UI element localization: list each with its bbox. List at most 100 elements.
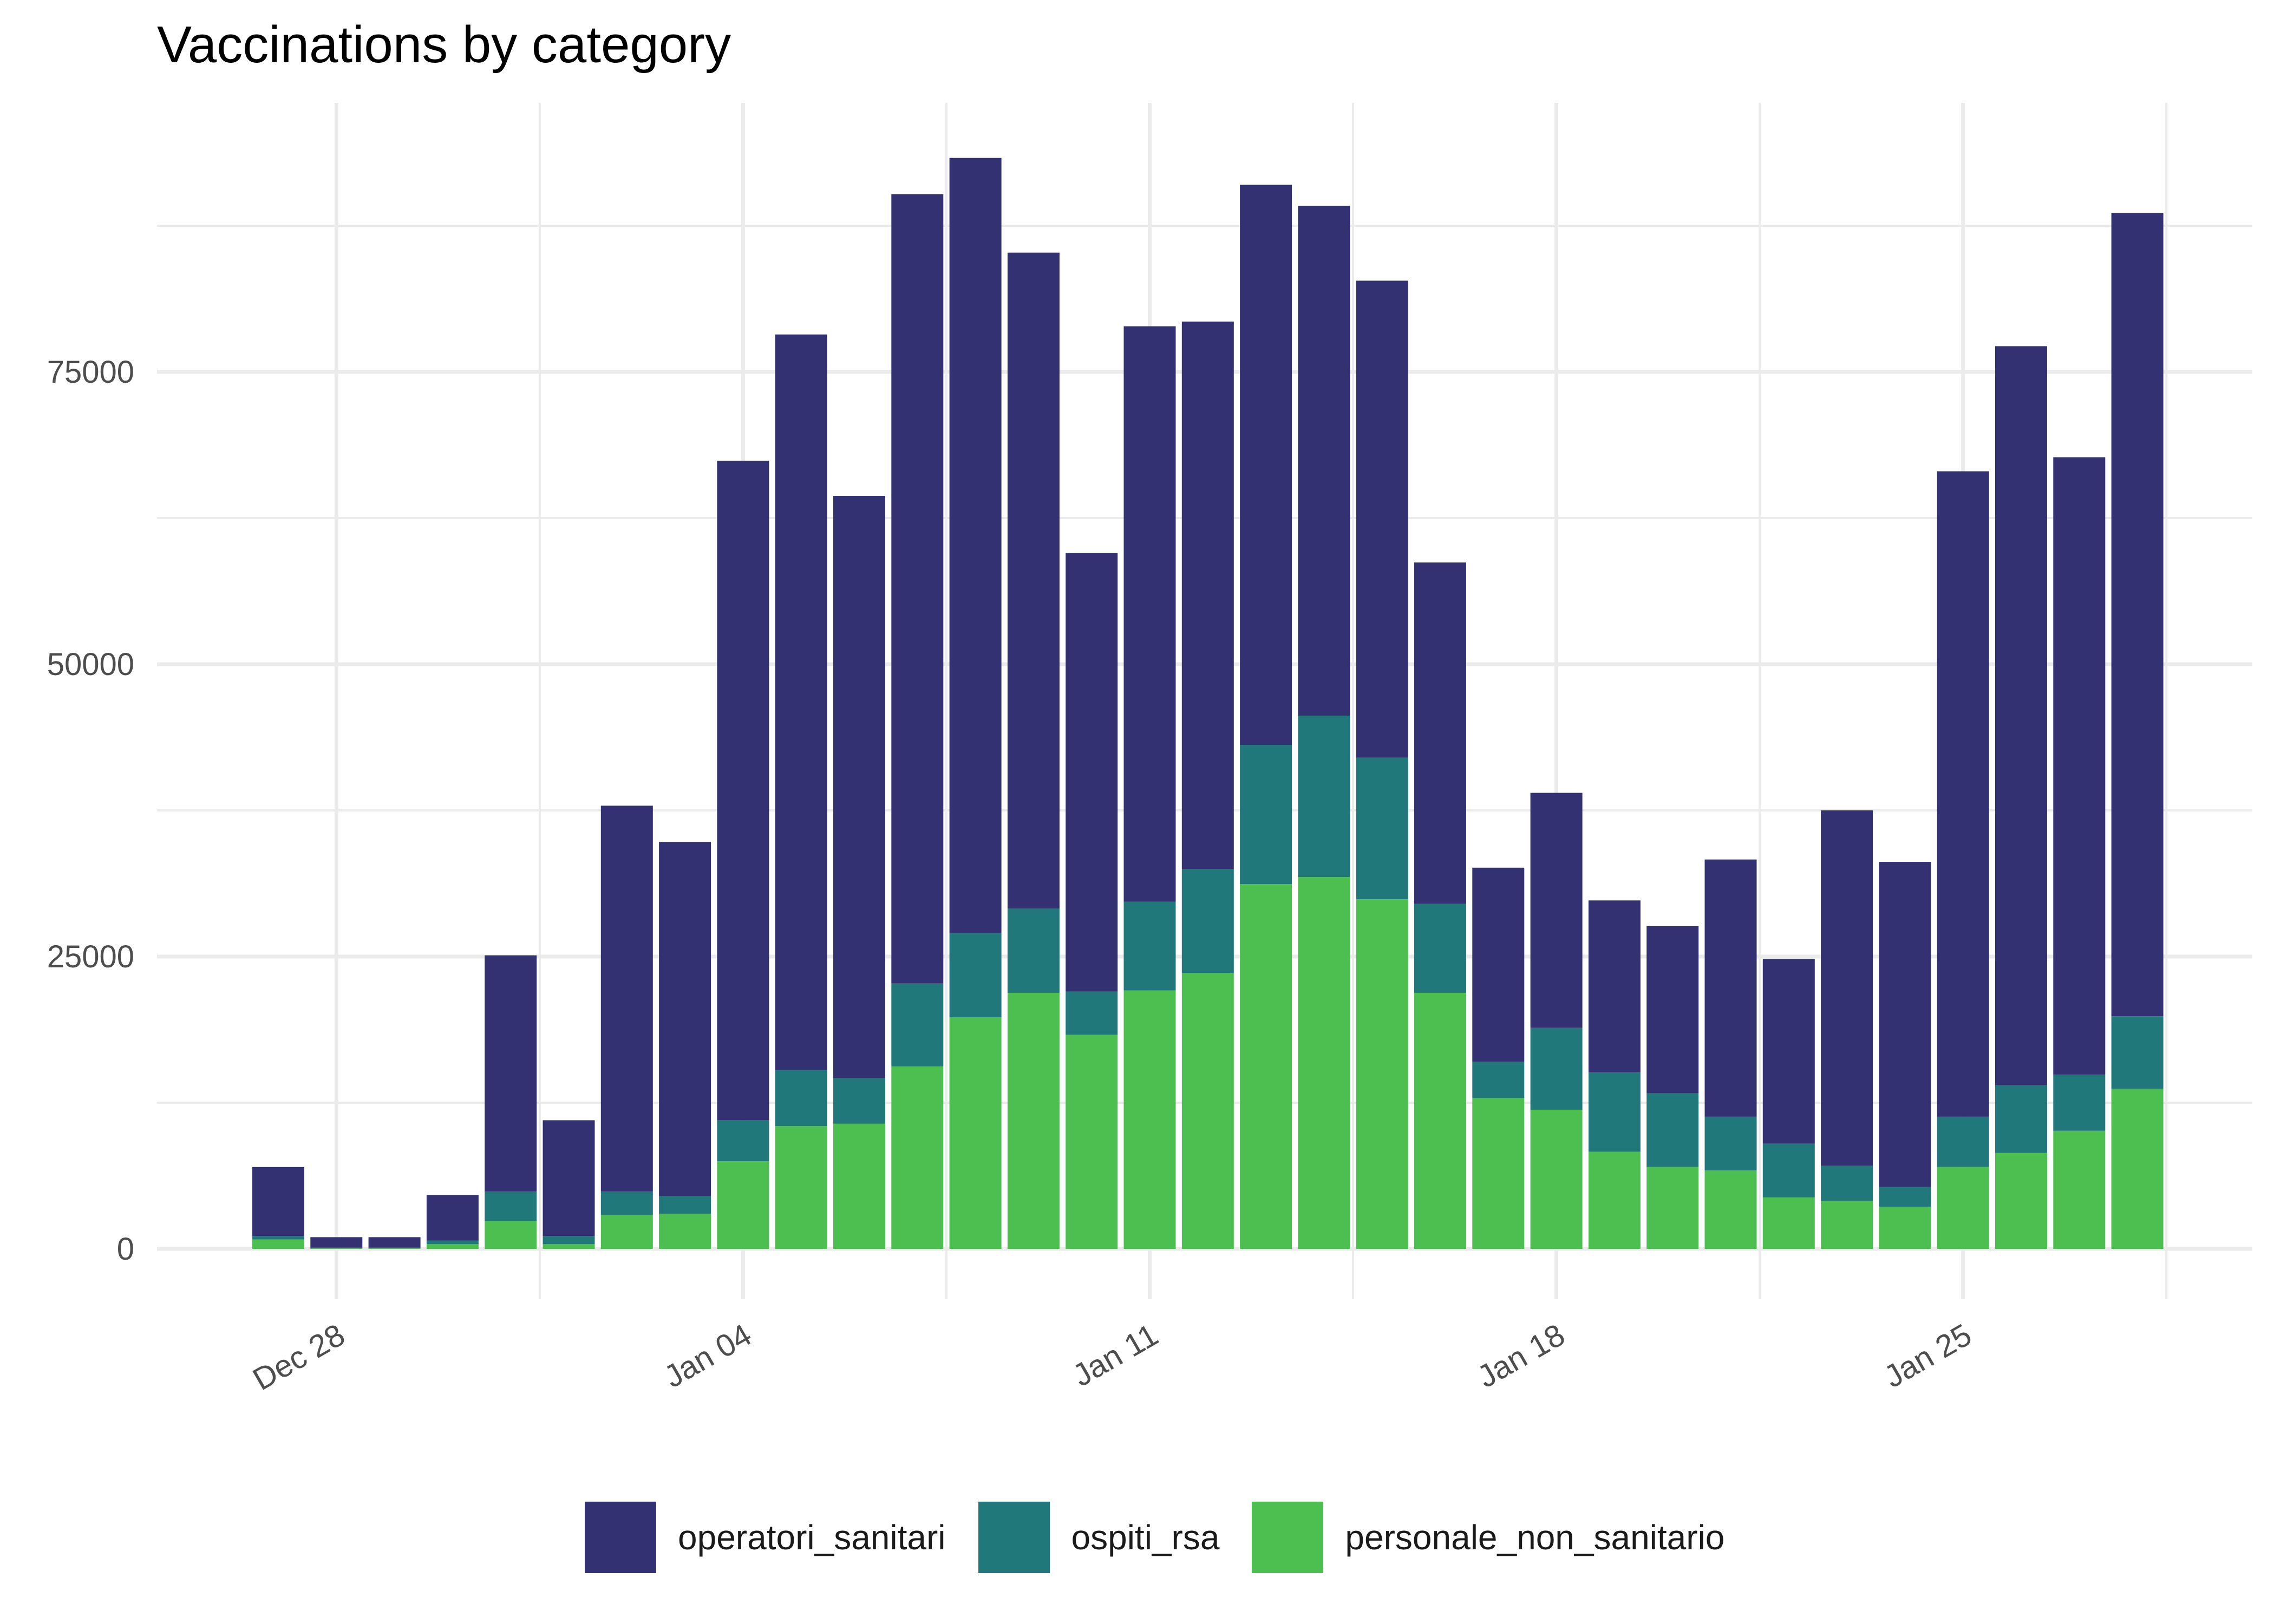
- bar-ospiti-rsa: [1181, 869, 1234, 973]
- bar-ospiti-rsa: [600, 1191, 653, 1215]
- bar-ospiti-rsa: [891, 983, 944, 1067]
- bar-operatori-sanitari: [775, 334, 827, 1070]
- bar-personale-non-sanitario: [2111, 1089, 2164, 1249]
- bar-operatori-sanitari: [1762, 959, 1815, 1144]
- bar-ospiti-rsa: [485, 1191, 537, 1221]
- bar-personale-non-sanitario: [1066, 1034, 1118, 1249]
- bar-personale-non-sanitario: [485, 1221, 537, 1249]
- bar-operatori-sanitari: [252, 1167, 304, 1236]
- bar-personale-non-sanitario: [1414, 992, 1466, 1249]
- bar-ospiti-rsa: [1937, 1116, 1989, 1167]
- bar-ospiti-rsa: [2053, 1075, 2106, 1131]
- y-tick-label: 25000: [47, 939, 134, 974]
- bar-operatori-sanitari: [485, 955, 537, 1192]
- bar-ospiti-rsa: [1879, 1187, 1931, 1207]
- bar-operatori-sanitari: [717, 461, 769, 1121]
- bar-ospiti-rsa: [252, 1236, 304, 1240]
- bars-layer: [252, 158, 2164, 1249]
- bar-operatori-sanitari: [1646, 926, 1699, 1093]
- legend-item-operatori-sanitari: operatori_sanitari: [585, 1502, 946, 1573]
- legend-label-ospiti-rsa: ospiti_rsa: [1071, 1518, 1220, 1557]
- bar-operatori-sanitari: [659, 842, 711, 1196]
- legend-key-personale-non-sanitario: [1252, 1502, 1324, 1573]
- bar-ospiti-rsa: [659, 1196, 711, 1214]
- bar-operatori-sanitari: [1472, 867, 1525, 1062]
- legend-item-personale-non-sanitario: personale_non_sanitario: [1252, 1502, 1724, 1573]
- bar-ospiti-rsa: [543, 1236, 595, 1245]
- bar-personale-non-sanitario: [1937, 1167, 1989, 1249]
- bar-personale-non-sanitario: [1821, 1201, 1873, 1249]
- bar-personale-non-sanitario: [426, 1244, 479, 1249]
- legend-label-operatori-sanitari: operatori_sanitari: [678, 1518, 946, 1557]
- y-axis-ticks: 0 25000 50000 75000: [47, 355, 134, 1267]
- bar-operatori-sanitari: [600, 806, 653, 1192]
- bar-personale-non-sanitario: [717, 1161, 769, 1249]
- bar-operatori-sanitari: [1066, 553, 1118, 992]
- x-tick-label: Jan 11: [1067, 1317, 1164, 1393]
- bar-personale-non-sanitario: [891, 1066, 944, 1249]
- bar-ospiti-rsa: [2111, 1016, 2164, 1089]
- bar-operatori-sanitari: [1298, 206, 1350, 716]
- bar-operatori-sanitari: [1414, 562, 1466, 904]
- bar-operatori-sanitari: [1123, 326, 1176, 902]
- bar-operatori-sanitari: [1356, 280, 1408, 758]
- x-tick-label: Dec 28: [247, 1317, 351, 1397]
- bar-personale-non-sanitario: [949, 1017, 1002, 1249]
- bar-operatori-sanitari: [833, 495, 885, 1078]
- bar-ospiti-rsa: [1588, 1072, 1641, 1152]
- bar-operatori-sanitari: [1821, 810, 1873, 1166]
- x-axis-ticks: Dec 28 Jan 04 Jan 11 Jan 18 Jan 25: [247, 1317, 1977, 1397]
- bar-personale-non-sanitario: [1298, 877, 1350, 1249]
- bar-operatori-sanitari: [891, 194, 944, 984]
- legend-item-ospiti-rsa: ospiti_rsa: [978, 1502, 1220, 1573]
- bar-ospiti-rsa: [1356, 757, 1408, 900]
- bar-ospiti-rsa: [775, 1070, 827, 1127]
- bar-operatori-sanitari: [1530, 793, 1583, 1028]
- bar-operatori-sanitari: [1937, 471, 1989, 1117]
- bar-operatori-sanitari: [543, 1120, 595, 1236]
- bar-operatori-sanitari: [1007, 252, 1060, 909]
- bar-personale-non-sanitario: [1646, 1167, 1699, 1249]
- bar-personale-non-sanitario: [368, 1248, 421, 1249]
- bar-operatori-sanitari: [310, 1237, 363, 1248]
- bar-ospiti-rsa: [1530, 1027, 1583, 1110]
- bar-personale-non-sanitario: [1530, 1109, 1583, 1249]
- bar-ospiti-rsa: [1066, 991, 1118, 1035]
- bar-personale-non-sanitario: [1879, 1207, 1931, 1249]
- bar-ospiti-rsa: [1704, 1116, 1757, 1171]
- bar-ospiti-rsa: [1995, 1085, 2047, 1153]
- bar-operatori-sanitari: [426, 1195, 479, 1241]
- chart-title: Vaccinations by category: [157, 16, 731, 74]
- bar-personale-non-sanitario: [1472, 1098, 1525, 1249]
- bar-ospiti-rsa: [426, 1240, 479, 1245]
- y-tick-label: 0: [117, 1232, 134, 1267]
- bar-ospiti-rsa: [949, 933, 1002, 1018]
- legend-label-personale-non-sanitario: personale_non_sanitario: [1345, 1518, 1725, 1557]
- bar-operatori-sanitari: [1704, 859, 1757, 1117]
- bar-personale-non-sanitario: [1123, 990, 1176, 1249]
- bar-personale-non-sanitario: [1762, 1197, 1815, 1249]
- legend: operatori_sanitari ospiti_rsa personale_…: [585, 1499, 1757, 1575]
- bar-ospiti-rsa: [1240, 745, 1292, 885]
- bar-operatori-sanitari: [1181, 322, 1234, 869]
- y-tick-label: 75000: [47, 355, 134, 390]
- bar-operatori-sanitari: [368, 1237, 421, 1248]
- bar-ospiti-rsa: [1123, 901, 1176, 991]
- bar-personale-non-sanitario: [2053, 1130, 2106, 1249]
- bar-operatori-sanitari: [2111, 213, 2164, 1017]
- bar-ospiti-rsa: [717, 1120, 769, 1161]
- bar-operatori-sanitari: [949, 158, 1002, 933]
- bar-personale-non-sanitario: [252, 1239, 304, 1249]
- bar-personale-non-sanitario: [775, 1126, 827, 1249]
- bar-ospiti-rsa: [1007, 908, 1060, 993]
- bar-personale-non-sanitario: [1240, 884, 1292, 1249]
- bar-personale-non-sanitario: [833, 1123, 885, 1249]
- bar-operatori-sanitari: [1588, 900, 1641, 1072]
- bar-personale-non-sanitario: [310, 1248, 363, 1249]
- legend-key-ospiti-rsa: [978, 1502, 1050, 1573]
- y-tick-label: 50000: [47, 647, 134, 682]
- bar-personale-non-sanitario: [1007, 992, 1060, 1249]
- bar-personale-non-sanitario: [543, 1244, 595, 1249]
- bar-personale-non-sanitario: [659, 1214, 711, 1249]
